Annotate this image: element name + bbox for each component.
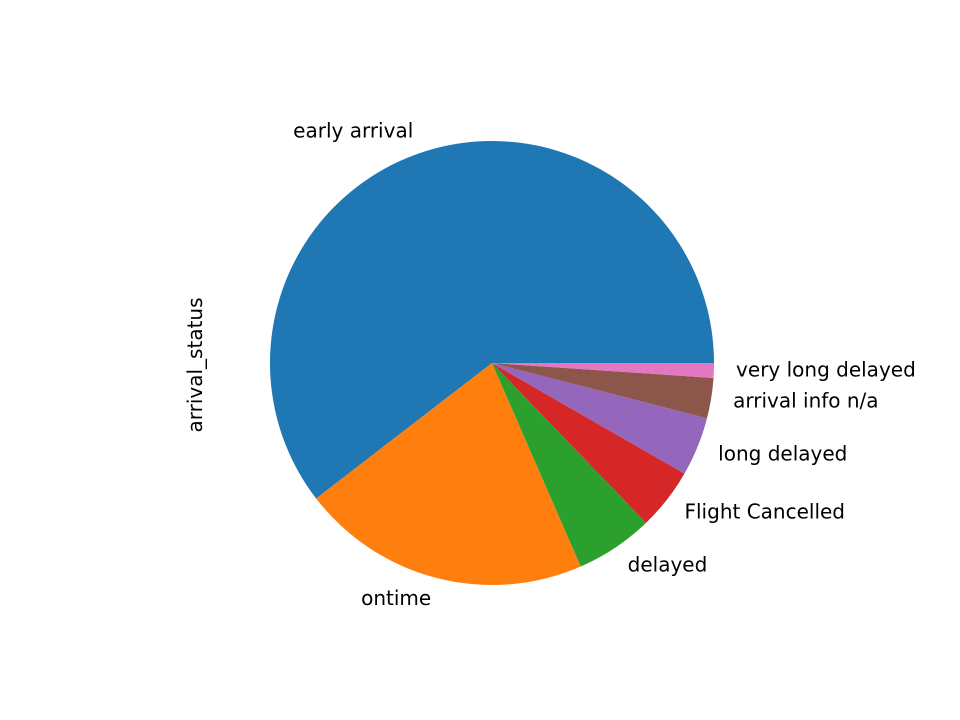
- pie-labels: early arrival ontime delayed Flight Cancell…: [293, 118, 916, 610]
- pie-label-delayed: delayed: [628, 553, 708, 577]
- pie-slice-delayed: [492, 363, 647, 567]
- pie-slice-flight-cancelled: [492, 363, 685, 523]
- pie-label-very-long-delayed: very long delayed: [736, 358, 916, 382]
- pie-label-flight-cancelled: Flight Cancelled: [685, 500, 846, 524]
- pie-slice-ontime: [316, 363, 581, 585]
- pie-label-arrival-info-n-a: arrival info n/a: [733, 388, 878, 412]
- pie-slices: [270, 140, 714, 585]
- pie-label-long-delayed: long delayed: [718, 442, 847, 466]
- pie-slice-long-delayed: [492, 363, 708, 474]
- pie-label-early-arrival: early arrival: [293, 118, 413, 142]
- pie-slice-very-long-delayed: [492, 363, 714, 378]
- pie-slice-early-arrival: [270, 140, 714, 499]
- pie-label-ontime: ontime: [361, 586, 431, 610]
- pie-slice-arrival-info-n-a: [492, 363, 714, 419]
- y-axis-label: arrival_status: [183, 297, 207, 432]
